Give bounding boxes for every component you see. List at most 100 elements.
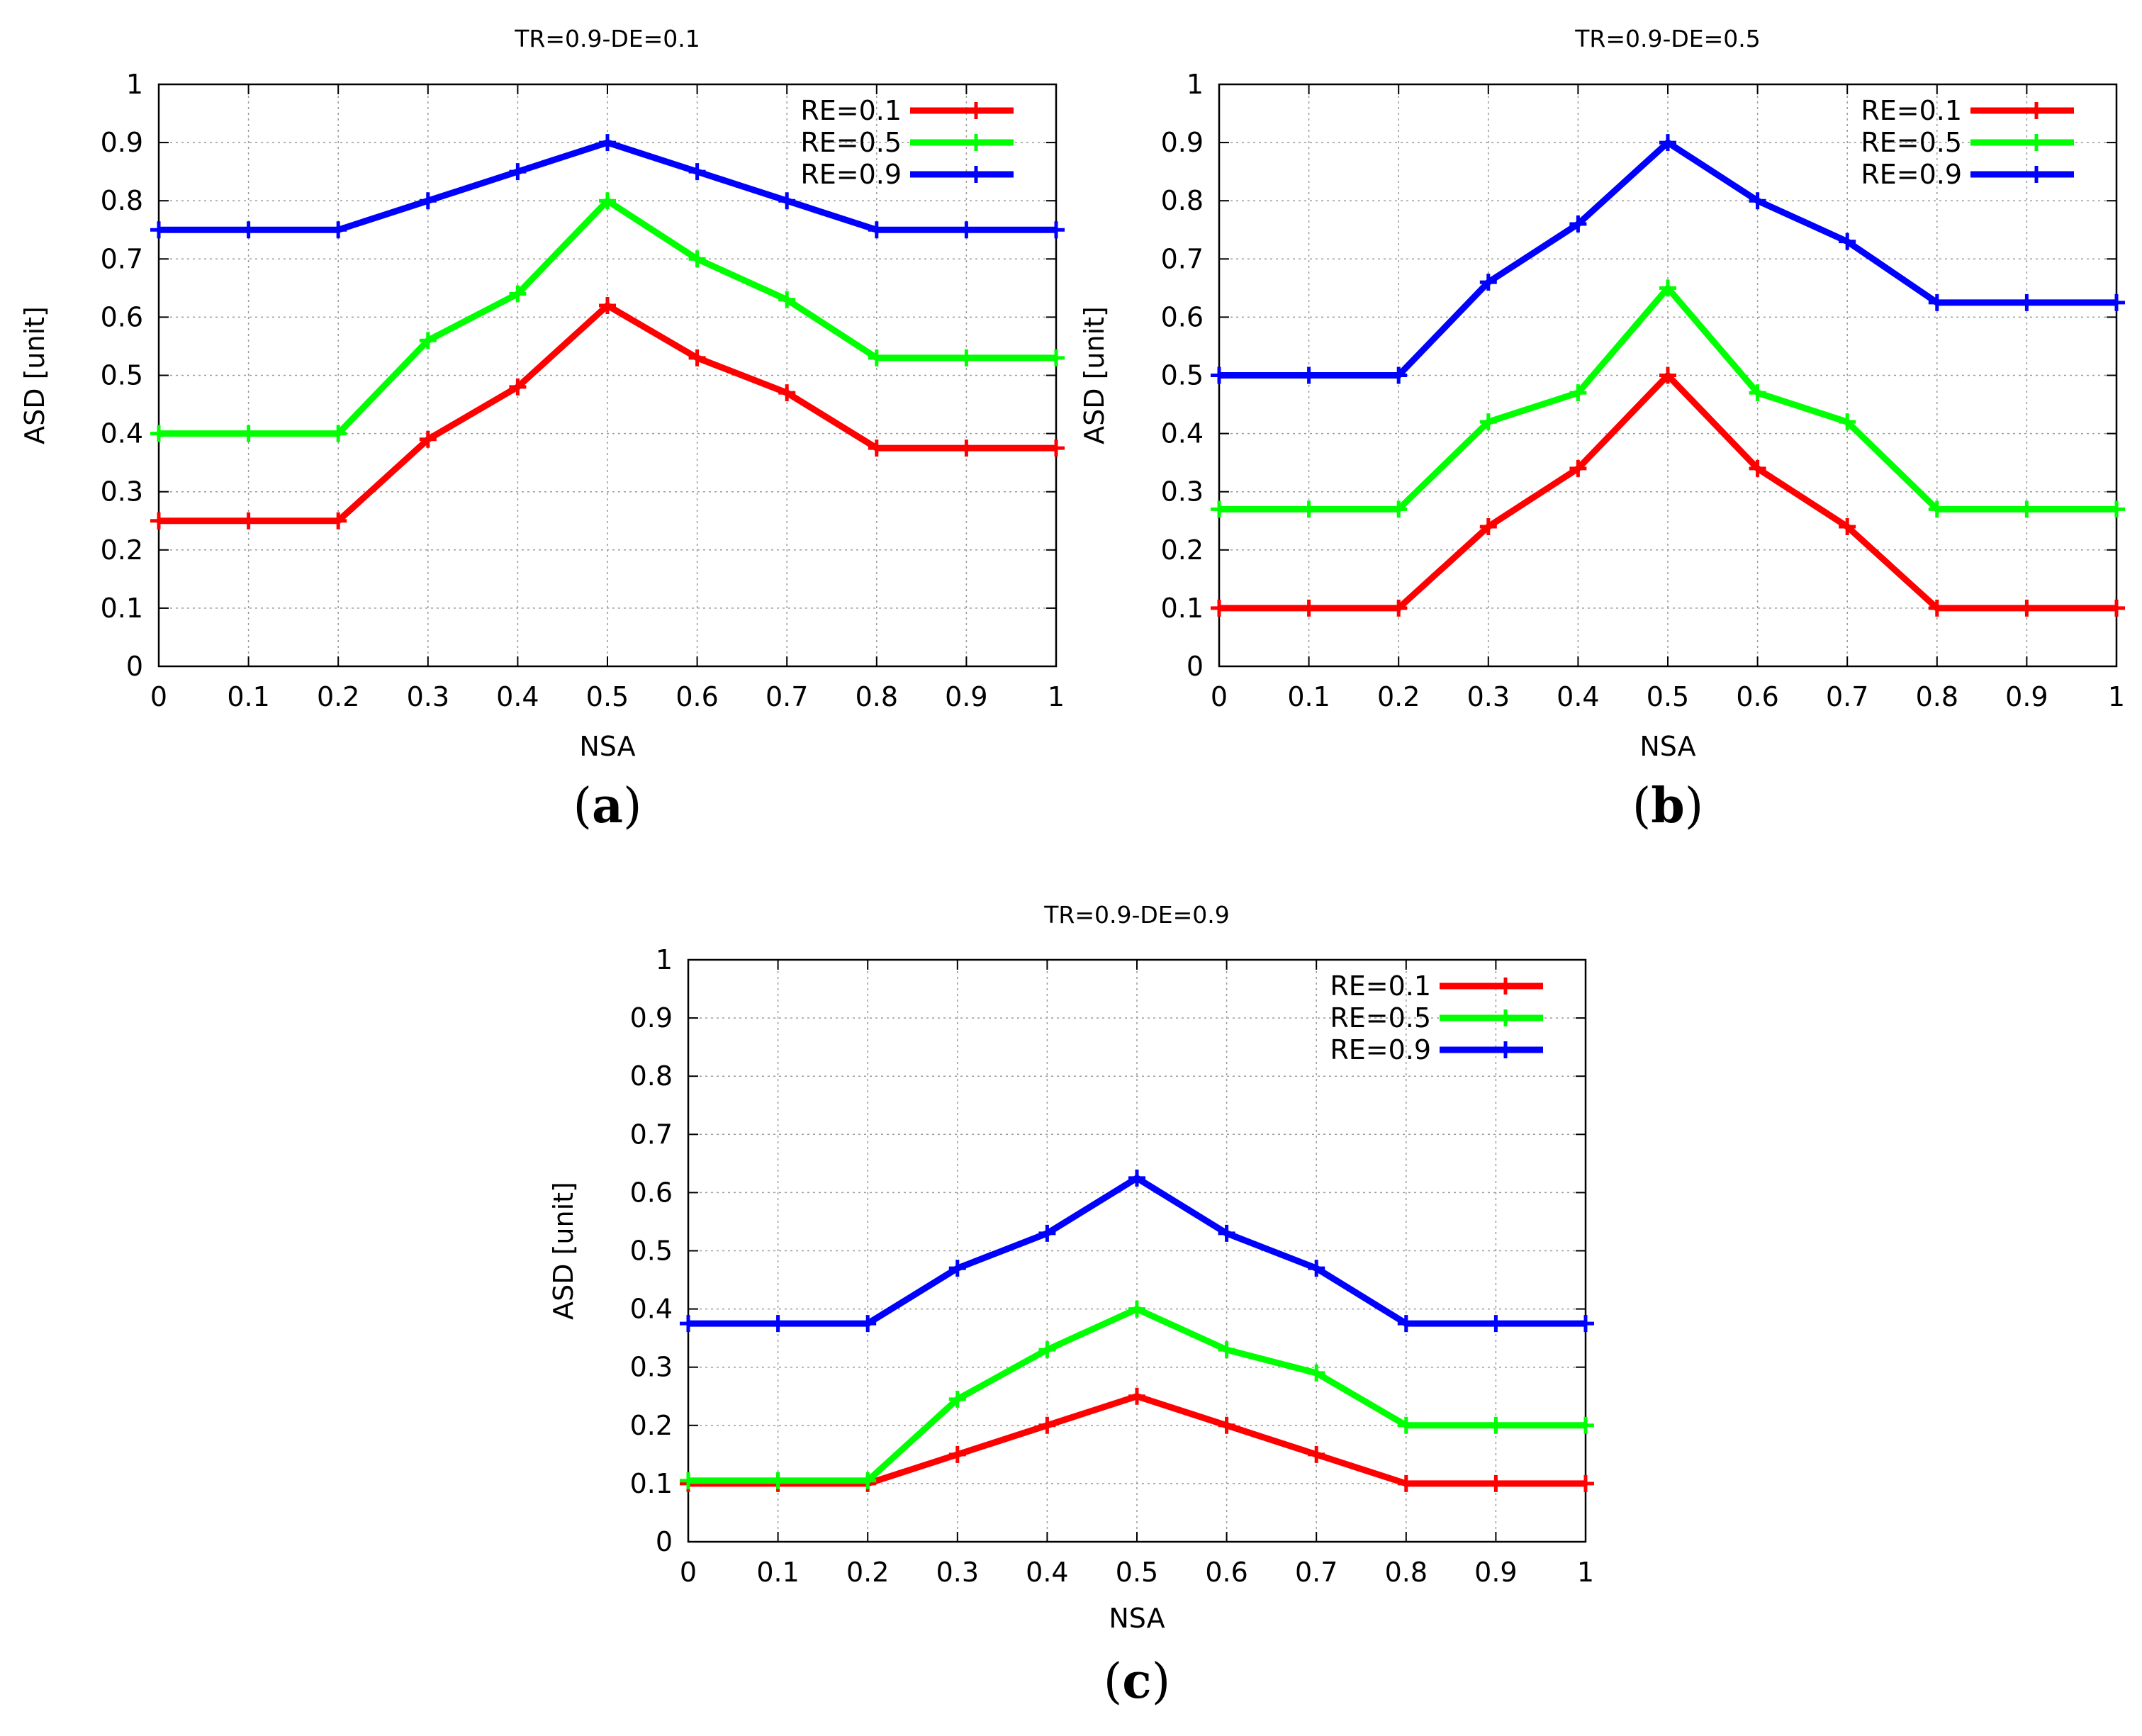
y-tick-label: 0.4: [630, 1294, 673, 1325]
data-point: [1218, 1341, 1235, 1359]
data-point: [1218, 1224, 1235, 1242]
caption-letter: c: [1122, 1653, 1151, 1710]
chart-title: TR=0.9-DE=0.5: [1574, 25, 1761, 52]
data-point: [1308, 1260, 1325, 1277]
x-tick-label: 0.9: [945, 681, 987, 712]
x-tick-label: 0.5: [586, 681, 629, 712]
data-point: [680, 1472, 697, 1489]
data-point: [1128, 1387, 1145, 1405]
legend-label: RE=0.5: [1861, 127, 1962, 158]
y-tick-label: 0.8: [630, 1060, 673, 1092]
data-point: [958, 439, 975, 457]
x-tick-label: 0.8: [1385, 1557, 1428, 1588]
data-point: [1749, 384, 1766, 402]
data-point: [1211, 366, 1228, 384]
y-tick-label: 0.2: [630, 1410, 673, 1441]
y-tick-label: 0: [126, 651, 143, 682]
x-tick-label: 0.8: [1916, 681, 1958, 712]
y-tick-label: 0.7: [630, 1119, 673, 1150]
caption-open-paren: (: [1632, 778, 1652, 834]
x-tick-label: 0.9: [2005, 681, 2048, 712]
data-point: [599, 192, 616, 210]
y-tick-label: 0.7: [1161, 243, 1204, 274]
data-point: [868, 349, 885, 366]
x-tick-label: 1: [1577, 1557, 1594, 1588]
legend-marker: [968, 102, 985, 119]
y-tick-label: 1: [656, 944, 673, 975]
legend-marker: [2028, 102, 2045, 119]
data-point: [240, 221, 257, 239]
data-point: [2018, 599, 2036, 617]
y-tick-label: 0.2: [101, 534, 143, 566]
data-point: [1487, 1474, 1505, 1492]
y-axis-label: ASD [unit]: [1079, 306, 1110, 444]
y-tick-label: 0.6: [101, 301, 143, 332]
legend-label: RE=0.1: [800, 95, 902, 126]
y-tick-label: 0.5: [101, 360, 143, 391]
data-point: [778, 291, 796, 308]
y-tick-label: 0.3: [101, 476, 143, 508]
data-point: [958, 349, 975, 366]
y-tick-label: 0.1: [101, 593, 143, 624]
data-point: [2018, 293, 2036, 311]
legend-marker: [2028, 166, 2045, 183]
data-point: [1038, 1224, 1056, 1242]
data-point: [1479, 517, 1497, 535]
data-point: [1390, 366, 1408, 384]
data-point: [1390, 599, 1408, 617]
data-point: [688, 349, 706, 366]
data-point: [419, 192, 437, 210]
data-point: [1479, 274, 1497, 291]
x-tick-label: 0.4: [1557, 681, 1599, 712]
data-point: [150, 425, 167, 442]
caption-close-paren: ): [1152, 1654, 1171, 1710]
y-tick-label: 0.7: [101, 243, 143, 274]
data-point: [509, 285, 527, 303]
data-point: [1577, 1416, 1594, 1434]
chart-title: TR=0.9-DE=0.9: [1043, 901, 1230, 929]
caption-letter: b: [1651, 778, 1685, 834]
data-point: [419, 332, 437, 349]
data-point: [1038, 1341, 1056, 1359]
x-tick-label: 0.1: [1287, 681, 1330, 712]
y-tick-label: 0.9: [630, 1002, 673, 1034]
data-point: [769, 1315, 787, 1333]
data-point: [769, 1472, 787, 1489]
x-tick-label: 0: [1211, 681, 1228, 712]
legend-marker: [1497, 978, 1514, 995]
legend-marker: [2028, 134, 2045, 151]
y-tick-label: 0.5: [1161, 360, 1204, 391]
x-tick-label: 0.1: [227, 681, 269, 712]
panel-caption: (a): [573, 778, 641, 834]
chart-panel-b: TR=0.9-DE=0.5 0 0.1 0.2 0.3 0.4 0.5 0.6 0.7 0.8 0.…: [1079, 25, 2125, 834]
y-tick-label: 0.3: [1161, 476, 1204, 508]
data-point: [948, 1260, 966, 1277]
x-tick-label: 0.3: [407, 681, 449, 712]
data-point: [688, 250, 706, 268]
data-point: [680, 1315, 697, 1333]
data-point: [150, 512, 167, 530]
x-tick-label: 0.2: [317, 681, 359, 712]
data-point: [1128, 1300, 1145, 1318]
data-point: [1659, 366, 1676, 384]
data-point: [1218, 1416, 1235, 1434]
y-tick-label: 1: [1187, 69, 1204, 100]
legend-marker: [1497, 1009, 1514, 1026]
x-tick-label: 0.6: [675, 681, 718, 712]
panel-caption: (c): [1104, 1653, 1170, 1710]
data-point: [1569, 459, 1587, 477]
x-tick-label: 0.4: [496, 681, 539, 712]
data-point: [509, 378, 527, 396]
data-point: [1569, 384, 1587, 402]
legend-label: RE=0.9: [800, 159, 902, 190]
data-point: [1211, 599, 1228, 617]
data-point: [1048, 439, 1065, 457]
data-point: [330, 512, 347, 530]
data-point: [778, 384, 796, 402]
data-point: [1487, 1315, 1505, 1333]
data-point: [1397, 1315, 1415, 1333]
x-axis-label: NSA: [1109, 1603, 1165, 1634]
data-point: [1048, 349, 1065, 366]
data-point: [2108, 293, 2125, 311]
